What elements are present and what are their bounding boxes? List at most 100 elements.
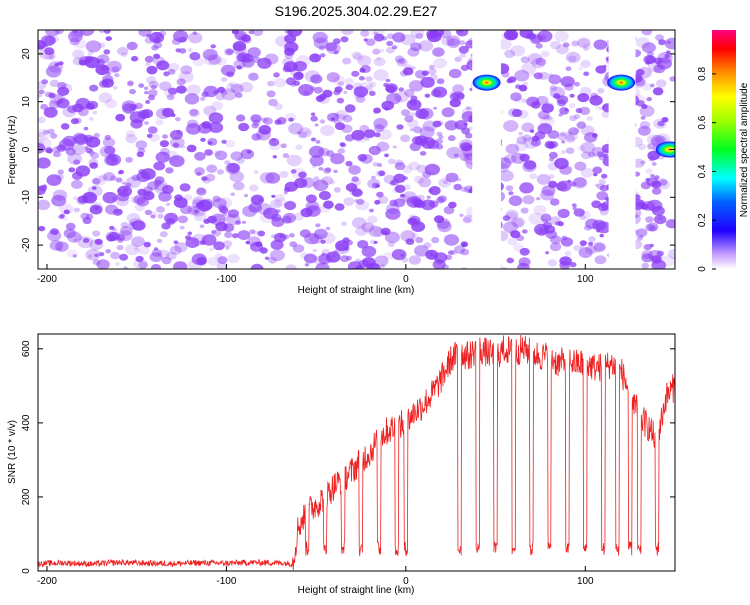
heatmap-speckle [601, 173, 608, 179]
heatmap-speckle [360, 30, 370, 37]
heatmap-speckle [151, 45, 159, 51]
heatmap-speckle [125, 130, 135, 138]
heatmap-speckle [150, 214, 156, 219]
heatmap-speckle [222, 212, 227, 216]
heatmap-speckle [213, 198, 227, 209]
heatmap-speckle [138, 261, 148, 269]
heatmap-speckle [420, 76, 435, 88]
snr-y-tick-label: 0 [21, 568, 32, 574]
heatmap-speckle [318, 167, 324, 171]
heatmap-speckle [593, 39, 608, 50]
snr-panel: -200 -100 0 100 0 200 400 600 Height of straig… [7, 333, 676, 596]
heatmap-speckle [505, 209, 519, 220]
heatmap-speckle [548, 151, 558, 159]
heatmap-speckle [583, 71, 590, 77]
heatmap-speckle [284, 200, 297, 211]
heatmap-speckle [437, 221, 452, 233]
heatmap-speckle [312, 248, 318, 253]
heatmap-speckle [436, 120, 444, 126]
heatmap-speckle [255, 241, 263, 247]
heatmap-blank-bands [472, 30, 636, 269]
heatmap-speckle [564, 250, 572, 257]
heatmap-speckle [384, 153, 389, 158]
heatmap-speckle [559, 165, 572, 175]
heatmap-speckle [178, 71, 194, 83]
heatmap-speckle [557, 133, 568, 141]
heatmap-speckle [343, 197, 355, 206]
heatmap-speckle [320, 239, 326, 244]
heatmap-speckle [383, 174, 396, 184]
heatmap-speckle [410, 95, 418, 101]
heatmap-speckle [596, 221, 612, 234]
heatmap-speckle [549, 141, 559, 148]
heatmap-speckle [148, 133, 160, 142]
heatmap-speckle [129, 88, 136, 95]
heatmap-speckle [224, 231, 233, 239]
heatmap-speckle [161, 222, 171, 230]
heatmap-speckle [85, 147, 93, 154]
heatmap-speckle [580, 142, 596, 154]
heatmap-speckle [592, 166, 603, 174]
heatmap-speckle [110, 157, 117, 163]
heatmap-speckle [454, 245, 465, 254]
heatmap-speckle [144, 209, 152, 216]
heatmap-speckle [303, 253, 317, 264]
heatmap-speckle [45, 65, 62, 78]
heatmap-speckle [545, 230, 558, 239]
heatmap-speckle [43, 129, 49, 135]
heatmap-speckle [428, 200, 439, 208]
heatmap-speckle [456, 30, 464, 34]
heatmap-speckle [200, 96, 206, 101]
heatmap-speckle [523, 137, 539, 149]
heatmap-speckle [63, 209, 70, 215]
heatmap-speckle [253, 170, 259, 175]
heatmap-speckle [158, 191, 172, 202]
heatmap-speckle [252, 56, 261, 63]
heatmap-speckle [649, 243, 654, 248]
heatmap-speckle [361, 222, 375, 233]
heatmap-speckle [50, 133, 58, 139]
heatmap-speckle [418, 107, 434, 120]
heatmap-speckle [557, 99, 567, 107]
heatmap-speckle [420, 137, 436, 149]
heatmap-speckle [210, 44, 216, 49]
heatmap-speckle [249, 229, 256, 235]
heatmap-speckle [656, 250, 664, 257]
heatmap-speckle [533, 72, 543, 80]
heatmap-speckle [227, 253, 240, 264]
heatmap-blank-band [608, 30, 636, 269]
heatmap-speckle [144, 121, 149, 125]
heatmap-speckle [73, 207, 80, 213]
heatmap-speckle [408, 161, 421, 171]
heatmap-speckle [235, 92, 243, 98]
heatmap-speckle [75, 234, 83, 241]
heatmap-speckle [107, 232, 118, 242]
heatmap-speckle [197, 122, 212, 134]
heatmap-speckle [373, 57, 386, 67]
heatmap-speckle [564, 108, 569, 112]
heatmap-speckle [250, 194, 264, 205]
heatmap-speckle [433, 106, 437, 110]
heatmap-speckle [569, 262, 577, 268]
heatmap-speckle [118, 230, 133, 242]
heatmap-speckle [353, 86, 369, 98]
heatmap-speckle [206, 164, 218, 173]
heatmap-speckle [223, 223, 235, 232]
heatmap-speckle [154, 32, 163, 39]
heatmap-speckle [71, 144, 86, 156]
heatmap-speckle [137, 188, 147, 196]
heatmap-speckle [54, 62, 60, 67]
heatmap-speckle [512, 218, 524, 228]
heatmap-speckle [330, 153, 345, 165]
heatmap-speckle [597, 151, 604, 157]
heatmap-speckle [98, 92, 113, 104]
heatmap-speckle [370, 175, 376, 180]
heatmap-speckle [321, 248, 330, 255]
heatmap-speckle [309, 145, 325, 158]
heatmap-speckle [323, 167, 331, 174]
heatmap-speckle [460, 248, 470, 256]
heatmap-speckle [373, 107, 381, 114]
heatmap-speckle [313, 228, 328, 240]
heatmap-speckle [341, 30, 354, 36]
heatmap-speckle [337, 148, 346, 154]
